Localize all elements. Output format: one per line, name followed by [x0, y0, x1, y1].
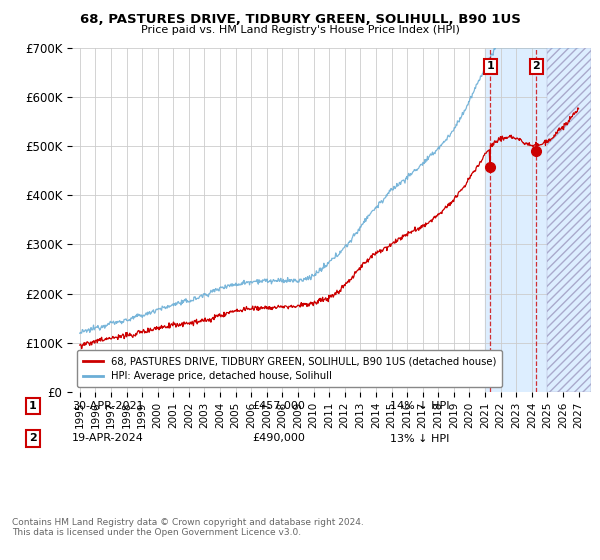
- Legend: 68, PASTURES DRIVE, TIDBURY GREEN, SOLIHULL, B90 1US (detached house), HPI: Aver: 68, PASTURES DRIVE, TIDBURY GREEN, SOLIH…: [77, 350, 502, 387]
- Text: £457,000: £457,000: [252, 401, 305, 411]
- Text: 19-APR-2024: 19-APR-2024: [72, 433, 144, 444]
- Text: Price paid vs. HM Land Registry's House Price Index (HPI): Price paid vs. HM Land Registry's House …: [140, 25, 460, 35]
- Text: 2: 2: [533, 62, 541, 71]
- Text: 1: 1: [486, 62, 494, 71]
- Text: 2: 2: [29, 433, 37, 444]
- Text: 13% ↓ HPI: 13% ↓ HPI: [390, 433, 449, 444]
- Bar: [547, 48, 591, 392]
- Text: Contains HM Land Registry data © Crown copyright and database right 2024.
This d: Contains HM Land Registry data © Crown c…: [12, 518, 364, 538]
- Text: £490,000: £490,000: [252, 433, 305, 444]
- Text: 14% ↓ HPI: 14% ↓ HPI: [390, 401, 449, 411]
- Bar: [485, 48, 591, 392]
- Text: 30-APR-2021: 30-APR-2021: [72, 401, 143, 411]
- Text: 1: 1: [29, 401, 37, 411]
- Text: 68, PASTURES DRIVE, TIDBURY GREEN, SOLIHULL, B90 1US: 68, PASTURES DRIVE, TIDBURY GREEN, SOLIH…: [80, 13, 520, 26]
